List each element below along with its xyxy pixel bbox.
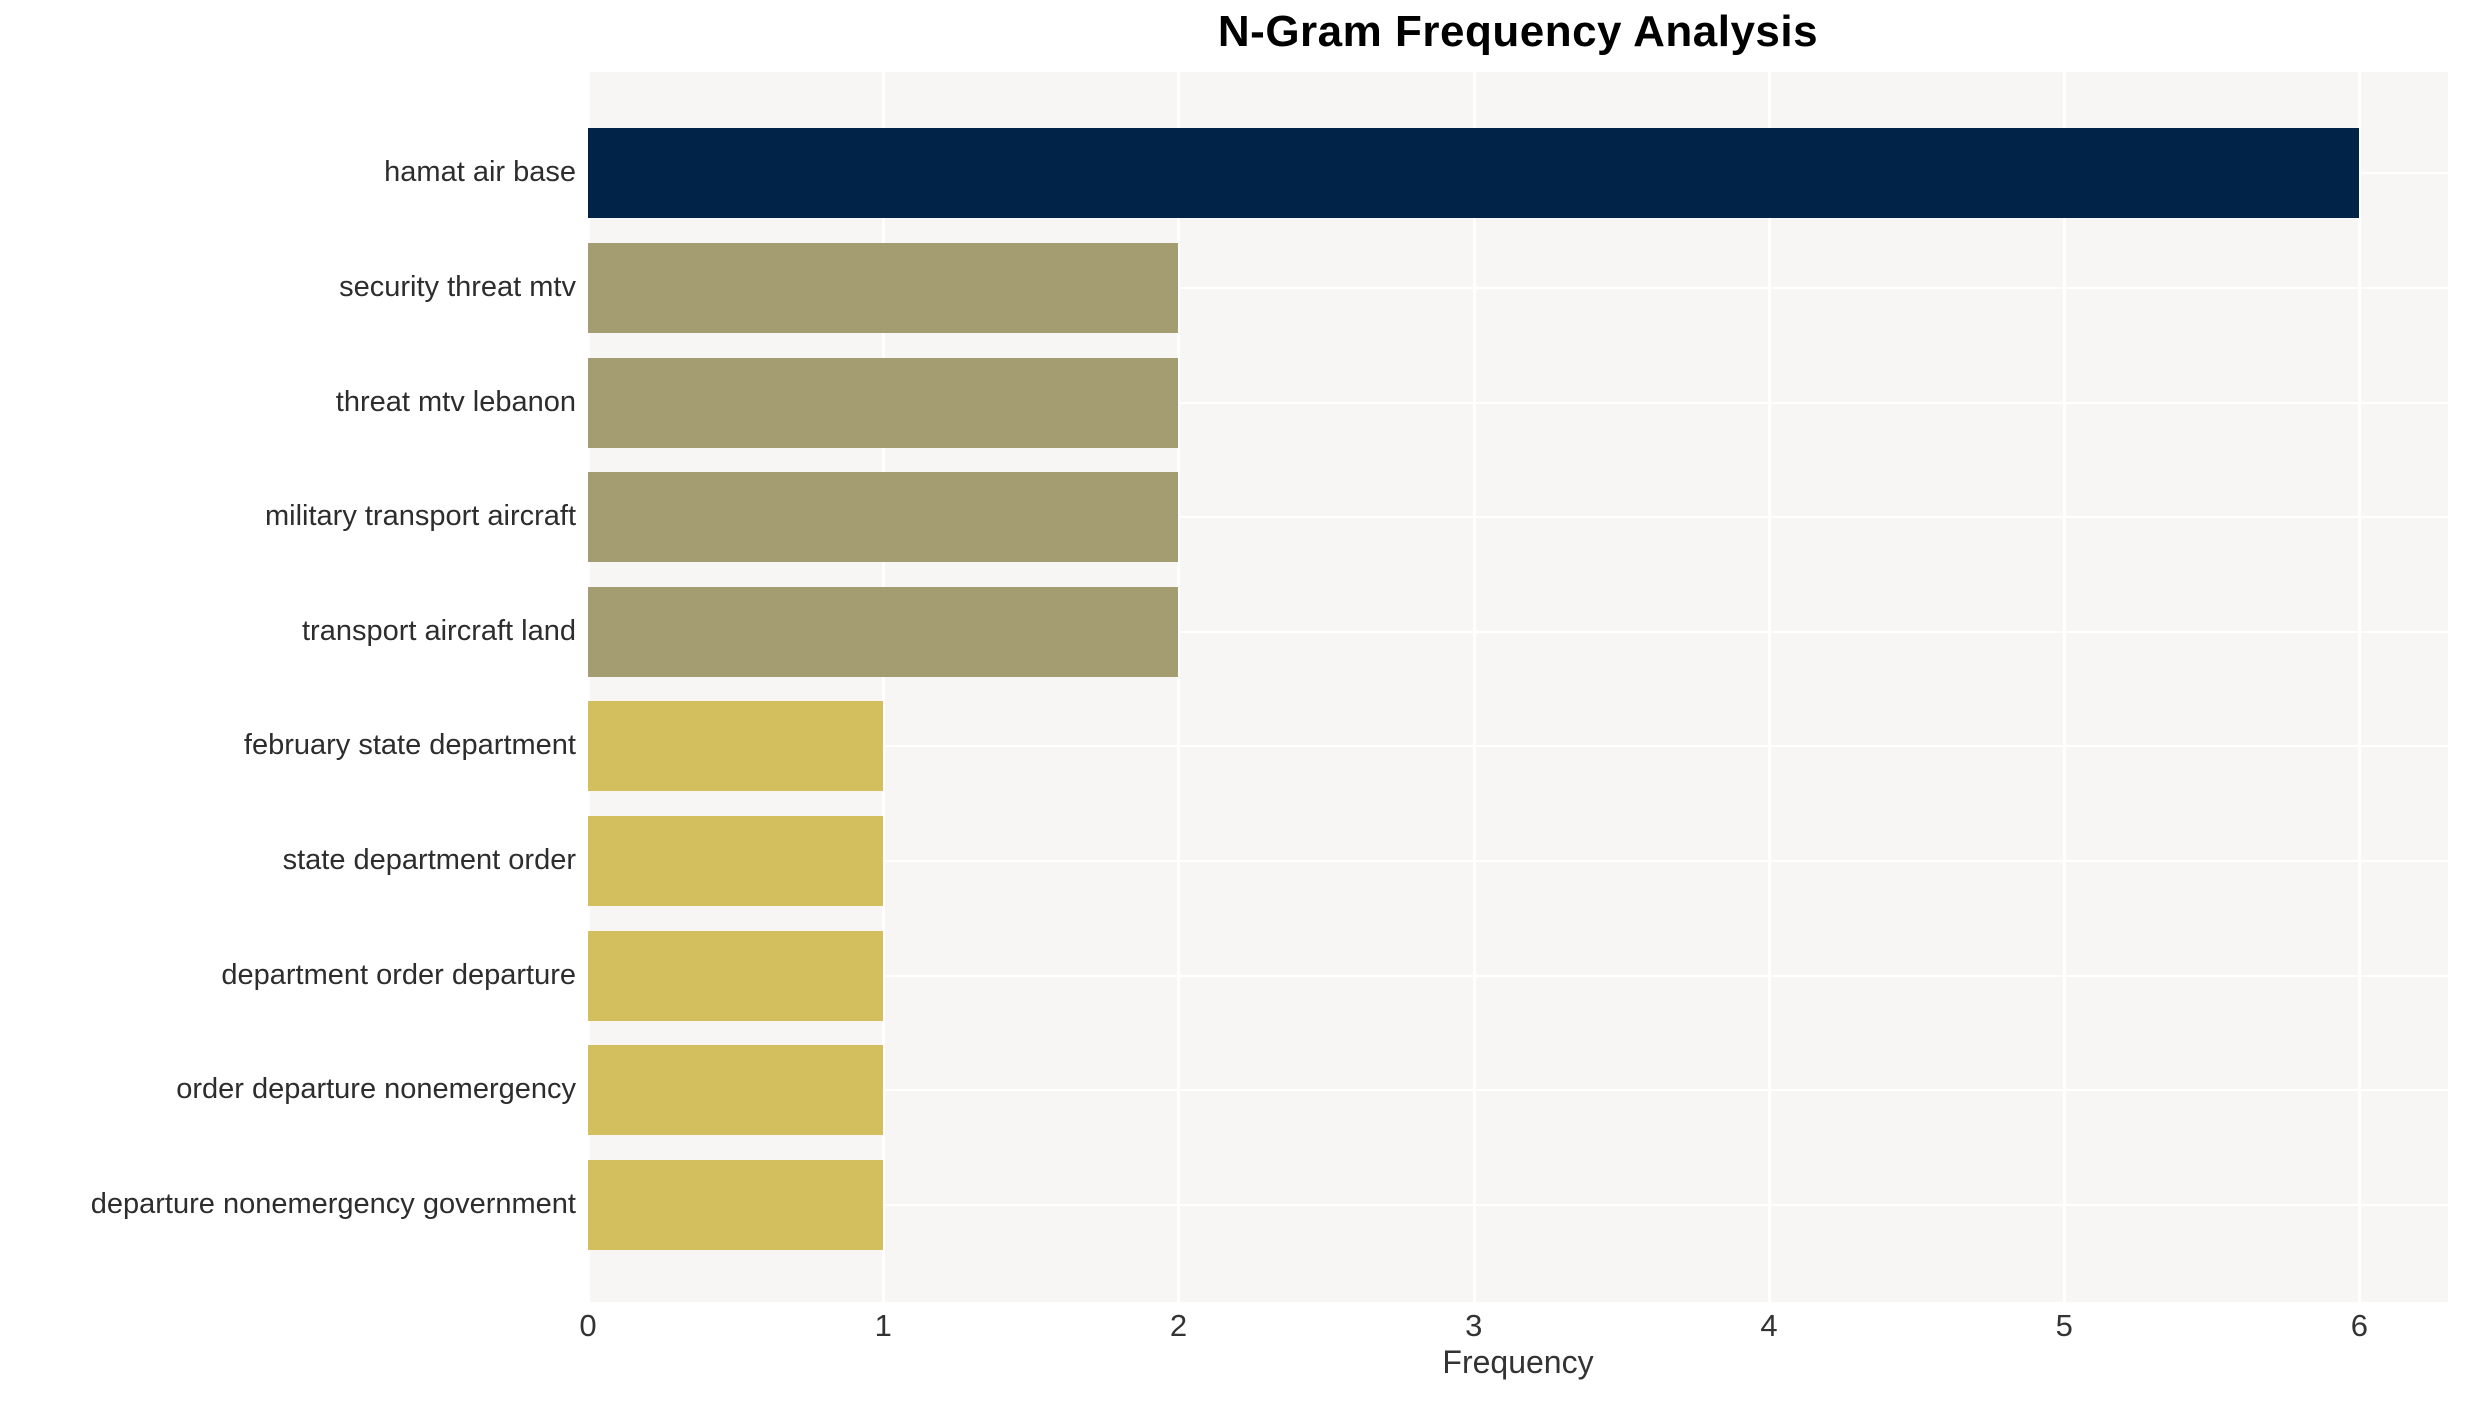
bar xyxy=(588,242,1179,333)
v-gridline xyxy=(1767,72,1771,1302)
y-tick-label: military transport aircraft xyxy=(264,500,576,533)
plot-area xyxy=(587,72,2448,1302)
chart-title: N-Gram Frequency Analysis xyxy=(1217,7,1819,56)
h-gridline xyxy=(588,1089,2448,1092)
x-axis-title: Frequency xyxy=(1442,1344,1594,1380)
x-tick-label: 0 xyxy=(579,1308,597,1343)
y-tick-label: security threat mtv xyxy=(339,270,576,303)
bar xyxy=(588,1045,884,1136)
bar xyxy=(588,701,884,792)
y-tick-label: hamat air base xyxy=(384,156,576,189)
x-tick-label: 1 xyxy=(874,1308,892,1343)
y-tick-label: threat mtv lebanon xyxy=(335,385,576,418)
x-tick-label: 4 xyxy=(1760,1308,1778,1343)
bar xyxy=(588,357,1179,448)
y-tick-label: february state department xyxy=(243,729,576,762)
h-gridline xyxy=(588,974,2448,977)
bar xyxy=(588,1159,884,1250)
v-gridline xyxy=(587,72,590,1302)
h-gridline xyxy=(588,630,2448,633)
h-gridline xyxy=(588,401,2448,404)
bar xyxy=(588,472,1179,563)
bar xyxy=(588,815,884,906)
h-gridline xyxy=(588,745,2448,748)
h-gridline xyxy=(588,859,2448,862)
y-tick-label: departure nonemergency government xyxy=(90,1187,576,1220)
v-gridline xyxy=(2358,72,2362,1302)
h-gridline xyxy=(588,286,2448,289)
v-gridline xyxy=(1177,72,1181,1302)
h-gridline xyxy=(588,516,2448,519)
y-tick-label: state department order xyxy=(282,843,576,876)
y-tick-label: transport aircraft land xyxy=(301,614,576,647)
bar xyxy=(588,930,884,1021)
x-tick-label: 6 xyxy=(2350,1308,2369,1343)
y-tick-label: department order departure xyxy=(221,958,576,991)
x-tick-label: 3 xyxy=(1465,1308,1483,1343)
v-gridline xyxy=(2063,72,2067,1302)
bar xyxy=(588,586,1179,677)
y-tick-label: order departure nonemergency xyxy=(176,1073,576,1106)
x-tick-label: 2 xyxy=(1169,1308,1188,1343)
v-gridline xyxy=(882,72,886,1302)
x-tick-label: 5 xyxy=(2055,1308,2073,1343)
v-gridline xyxy=(1472,72,1476,1302)
h-gridline xyxy=(588,1203,2448,1206)
bar xyxy=(588,128,2360,219)
